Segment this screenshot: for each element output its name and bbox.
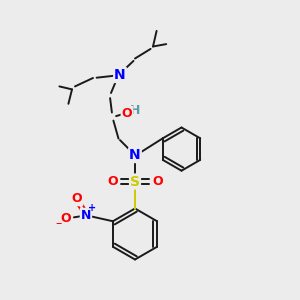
Text: N: N xyxy=(81,209,91,222)
Text: O: O xyxy=(61,212,71,225)
Text: O: O xyxy=(122,107,132,120)
Text: O: O xyxy=(152,175,163,188)
Text: N: N xyxy=(114,68,126,82)
Text: N: N xyxy=(129,148,141,162)
Text: H: H xyxy=(130,104,140,118)
Text: +: + xyxy=(88,203,97,213)
Text: –: – xyxy=(55,217,61,230)
Text: S: S xyxy=(130,175,140,188)
Text: O: O xyxy=(72,192,82,205)
Text: O: O xyxy=(107,175,118,188)
